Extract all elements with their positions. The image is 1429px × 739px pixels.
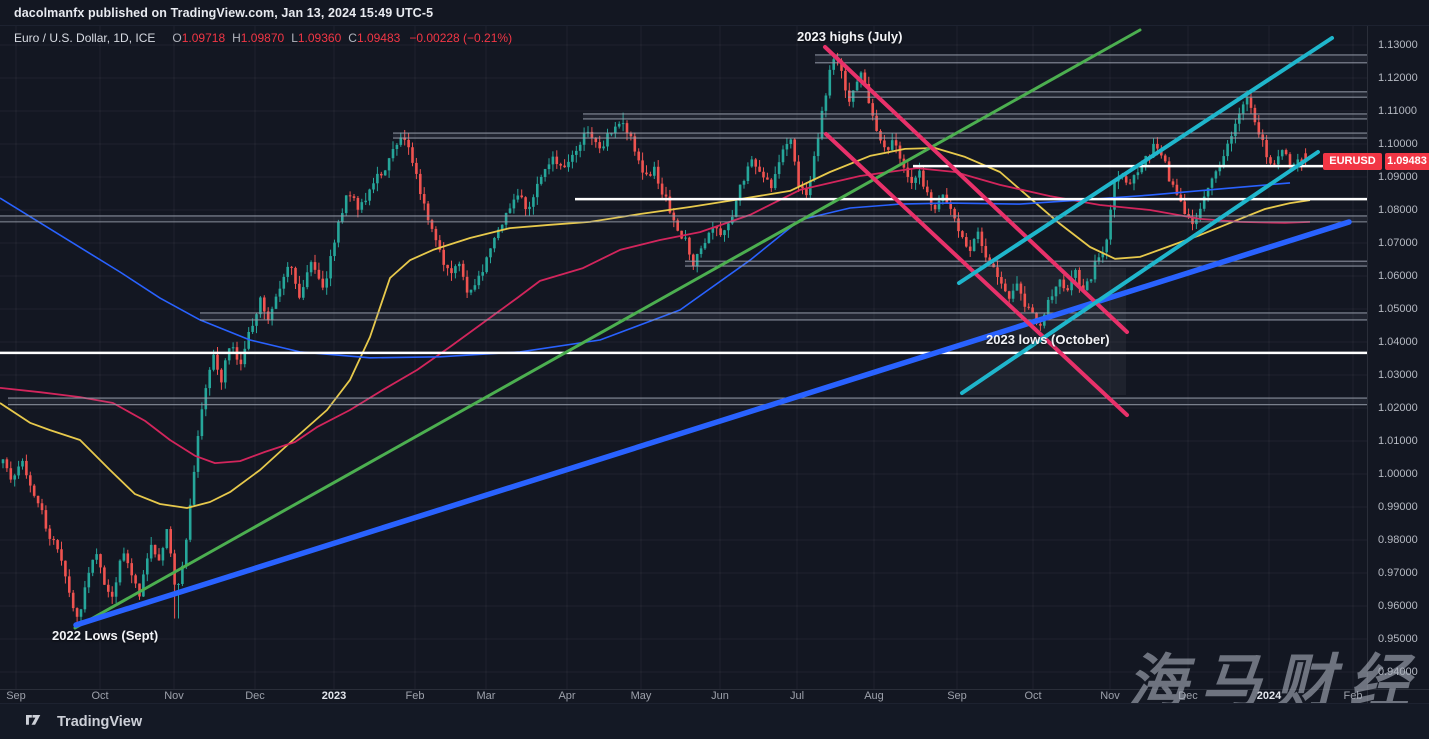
last-price-axis-label: 1.09483 <box>1385 153 1429 170</box>
tradingview-logo-icon <box>26 714 41 725</box>
trendlines <box>73 28 1352 630</box>
ohlc-value: 1.09360 <box>297 31 342 45</box>
time-axis-label: Apr <box>558 690 576 702</box>
time-axis-label: Sep <box>6 690 26 702</box>
price-axis-label: 1.04000 <box>1378 335 1418 348</box>
level-band[interactable] <box>200 312 1367 320</box>
publish-topbar: dacolmanfx published on TradingView.com,… <box>0 0 1429 26</box>
gridlines <box>0 26 1367 689</box>
price-axis-label: 1.01000 <box>1378 434 1418 447</box>
time-axis-label: 2023 <box>321 690 347 702</box>
ohlc-key: O <box>172 31 182 45</box>
price-axis-label: 1.08000 <box>1378 203 1418 216</box>
descending-channel-pink-lower[interactable] <box>824 132 1129 417</box>
ma-crimson[interactable] <box>0 167 1311 464</box>
uptrend-from-2022-lows-green[interactable] <box>73 28 1142 630</box>
time-axis-label: Dec <box>245 690 265 702</box>
symbol-price-flag: EURUSD <box>1323 153 1382 170</box>
time-axis-label: Sep <box>947 690 967 702</box>
ohlc-key: H <box>232 31 241 45</box>
tradingview-brand-text: TradingView <box>57 714 143 730</box>
ohlc-key: C <box>348 31 357 45</box>
tradingview-logo-link[interactable]: TradingView <box>26 714 142 730</box>
ohlc-values: O1.09718 H1.09870 L1.09360 C1.09483 <box>165 31 400 45</box>
price-axis-label: 0.98000 <box>1378 533 1418 546</box>
annotation-highs-2023[interactable]: 2023 highs (July) <box>797 29 903 44</box>
ohlc-key: L <box>291 31 298 45</box>
time-axis-label: Nov <box>164 690 184 702</box>
price-axis-label: 1.10000 <box>1378 137 1418 150</box>
time-axis-label: 2024 <box>1256 690 1282 702</box>
bottom-brand-bar: TradingView <box>0 703 1429 739</box>
price-axis-label: 1.00000 <box>1378 467 1418 480</box>
plot-area[interactable] <box>0 26 1367 689</box>
time-axis-label: May <box>630 690 652 702</box>
time-axis-label: Nov <box>1100 690 1120 702</box>
time-axis-label: Aug <box>864 690 884 702</box>
symbol-legend: Euro / U.S. Dollar, 1D, ICE O1.09718 H1.09… <box>14 31 512 45</box>
ma-blue[interactable] <box>0 182 1291 359</box>
ohlc-value: 1.09483 <box>356 31 401 45</box>
time-axis-label: Oct <box>1024 690 1042 702</box>
change-value: −0.00228 (−0.21%) <box>409 31 513 45</box>
level-band[interactable] <box>0 215 1367 222</box>
price-axis-label: 0.94000 <box>1378 665 1418 678</box>
price-axis-label: 1.05000 <box>1378 302 1418 315</box>
time-axis-label: Feb <box>1343 690 1363 702</box>
price-axis-label: 1.09000 <box>1378 170 1418 183</box>
ascending-channel-cyan-upper[interactable] <box>957 36 1334 285</box>
long-term-uptrend-blue[interactable] <box>73 219 1352 628</box>
price-axis-label: 1.03000 <box>1378 368 1418 381</box>
price-axis-label: 1.06000 <box>1378 269 1418 282</box>
time-axis-label: Dec <box>1178 690 1198 702</box>
publish-attribution-text: dacolmanfx published on TradingView.com,… <box>14 6 434 20</box>
price-axis-label: 1.12000 <box>1378 71 1418 84</box>
price-axis-label: 1.13000 <box>1378 38 1418 51</box>
descending-channel-pink-upper[interactable] <box>823 45 1129 334</box>
price-axis-label: 0.97000 <box>1378 566 1418 579</box>
time-axis-label: Jun <box>711 690 729 702</box>
time-axis-label: Mar <box>476 690 496 702</box>
time-axis-label: Feb <box>405 690 425 702</box>
price-axis-label: 1.07000 <box>1378 236 1418 249</box>
ohlc-value: 1.09718 <box>181 31 226 45</box>
symbol-description: Euro / U.S. Dollar, 1D, ICE <box>14 31 156 45</box>
level-band[interactable] <box>685 261 1367 267</box>
level-band[interactable] <box>848 91 1367 98</box>
annotation-lows-2023[interactable]: 2023 lows (October) <box>986 332 1110 347</box>
ascending-channel-cyan-lower[interactable] <box>960 150 1320 395</box>
time-axis-label: Oct <box>91 690 109 702</box>
annotation-lows-2022[interactable]: 2022 Lows (Sept) <box>52 628 159 643</box>
price-axis-label: 0.95000 <box>1378 632 1418 645</box>
time-axis-label: Jul <box>789 690 805 702</box>
level-band[interactable] <box>8 398 1367 405</box>
price-axis-label: 0.99000 <box>1378 500 1418 513</box>
level-band[interactable] <box>393 133 1367 139</box>
price-axis-label: 1.11000 <box>1378 104 1417 117</box>
level-band[interactable] <box>583 113 1367 119</box>
price-axis-label: 0.96000 <box>1378 599 1418 612</box>
ohlc-value: 1.09870 <box>240 31 285 45</box>
price-axis-label: 1.02000 <box>1378 401 1418 414</box>
